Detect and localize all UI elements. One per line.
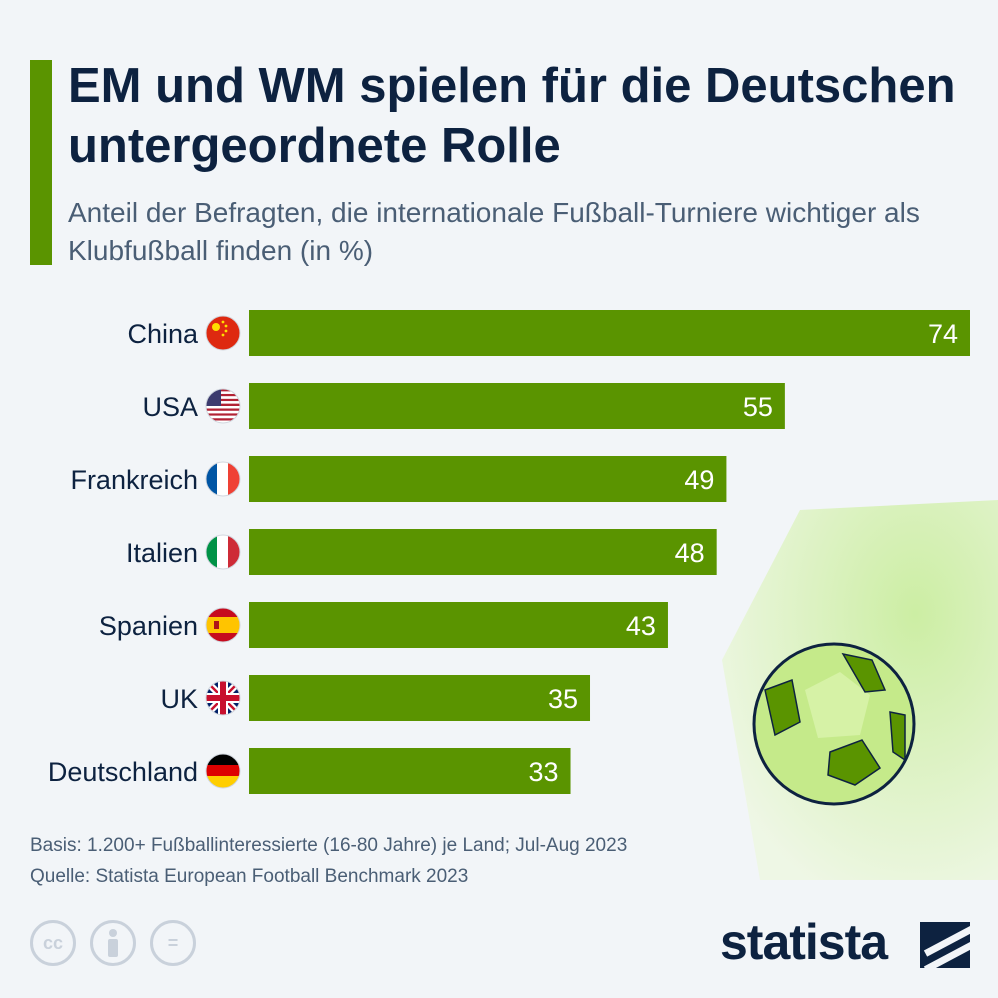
category-label: USA: [142, 392, 198, 422]
footer-basis: Basis: 1.200+ Fußballinteressierte (16-8…: [30, 835, 628, 856]
chart-title: EM und WM spielen für die Deutschen unte…: [68, 59, 956, 173]
value-label: 49: [684, 465, 714, 495]
bar-uk: [249, 675, 591, 721]
category-label: UK: [160, 684, 198, 714]
soccer-ball-illustration: [722, 500, 998, 880]
bar-deutschland: [249, 748, 571, 794]
value-label: 48: [675, 538, 705, 568]
attribution-icon: [90, 920, 136, 966]
spain-flag-icon: [205, 607, 241, 643]
category-label: Frankreich: [70, 465, 198, 495]
usa-flag-icon: [205, 388, 241, 424]
china-flag-icon: [205, 315, 241, 351]
uk-flag-icon: [205, 680, 241, 716]
france-flag-icon: [205, 461, 241, 497]
footer-source: Quelle: Statista European Football Bench…: [30, 866, 469, 887]
no-derivatives-icon: =: [150, 920, 196, 966]
cc-icon: cc: [30, 920, 76, 966]
title-accent-bar: [30, 60, 52, 265]
bar-italien: [249, 529, 717, 575]
italy-flag-icon: [205, 534, 241, 570]
brand-name: statista: [720, 914, 888, 970]
category-label: Italien: [126, 538, 198, 568]
bar-spanien: [249, 602, 668, 648]
value-label: 55: [743, 392, 773, 422]
bar-usa: [249, 383, 785, 429]
value-label: 43: [626, 611, 656, 641]
category-label: China: [127, 319, 199, 349]
value-label: 74: [928, 319, 958, 349]
bar-china: [249, 310, 970, 356]
statista-mark-icon: [920, 922, 970, 968]
germany-flag-icon: [205, 753, 241, 789]
value-label: 33: [528, 757, 558, 787]
statista-logo[interactable]: statista: [720, 912, 970, 972]
chart-subtitle: Anteil der Befragten, die internationale…: [68, 197, 920, 266]
category-label: Spanien: [99, 611, 198, 641]
category-label: Deutschland: [48, 757, 198, 787]
bar-frankreich: [249, 456, 727, 502]
value-label: 35: [548, 684, 578, 714]
